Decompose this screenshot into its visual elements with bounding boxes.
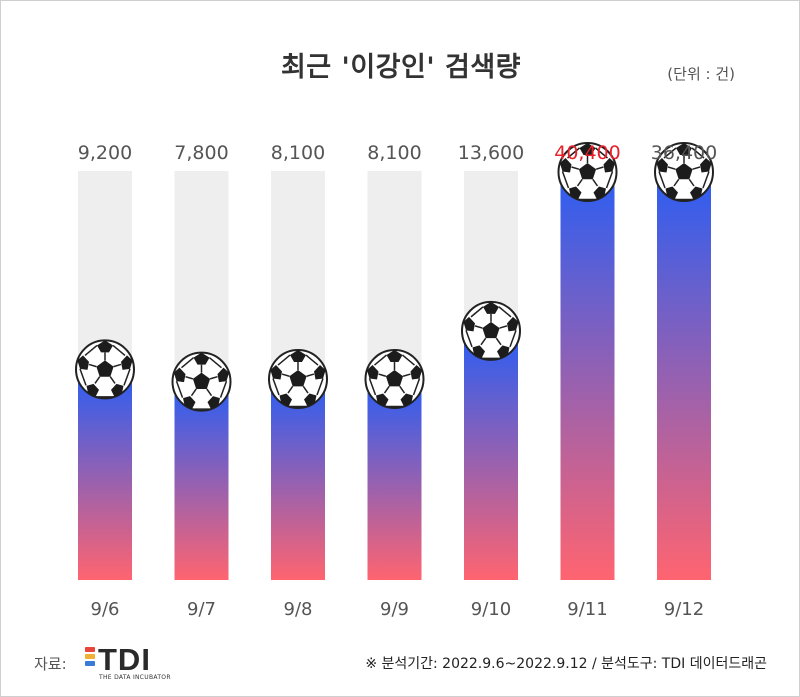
- value-label: 9,200: [78, 142, 132, 164]
- category-label: 9/12: [664, 599, 704, 620]
- bar: [271, 388, 325, 580]
- category-label: 9/11: [567, 599, 607, 620]
- value-label: 7,800: [174, 142, 228, 164]
- logo-mark-icon: [85, 647, 95, 673]
- chart-title: 최근 '이강인' 검색량: [280, 52, 522, 83]
- bar: [367, 388, 422, 580]
- logo-text: TDI: [98, 642, 151, 677]
- soccer-ball-icon: [268, 349, 328, 410]
- source-label: 자료:: [34, 655, 67, 673]
- category-label: 9/6: [91, 599, 120, 620]
- soccer-ball-icon: [75, 339, 135, 400]
- tdi-logo: TDI THE DATA INCUBATOR: [85, 642, 185, 688]
- value-label: 36,400: [651, 142, 717, 164]
- bar: [174, 390, 229, 580]
- soccer-ball-icon: [171, 351, 232, 412]
- value-label: 40,400: [554, 142, 620, 164]
- category-label: 9/9: [380, 599, 409, 620]
- analysis-note: ※ 분석기간: 2022.9.6~2022.9.12 / 분석도구: TDI 데…: [365, 656, 767, 672]
- bar: [78, 378, 132, 580]
- value-label: 8,100: [271, 142, 325, 164]
- logo-subtext: THE DATA INCUBATOR: [99, 674, 171, 681]
- soccer-ball-icon: [364, 349, 425, 410]
- category-label: 9/10: [471, 599, 511, 620]
- value-label: 8,100: [367, 142, 421, 164]
- bar: [560, 181, 615, 580]
- bar-chart: 9,200 9/6 7,800 9/7 8,100 9/8 8,100 9/9 13,600 9/…: [75, 142, 717, 620]
- category-label: 9/7: [187, 599, 216, 620]
- soccer-ball-icon: [461, 300, 521, 361]
- value-label: 13,600: [458, 142, 524, 164]
- category-label: 9/8: [284, 599, 313, 620]
- bar: [657, 181, 711, 580]
- bar: [464, 339, 518, 580]
- unit-label: (단위 : 건): [667, 65, 735, 83]
